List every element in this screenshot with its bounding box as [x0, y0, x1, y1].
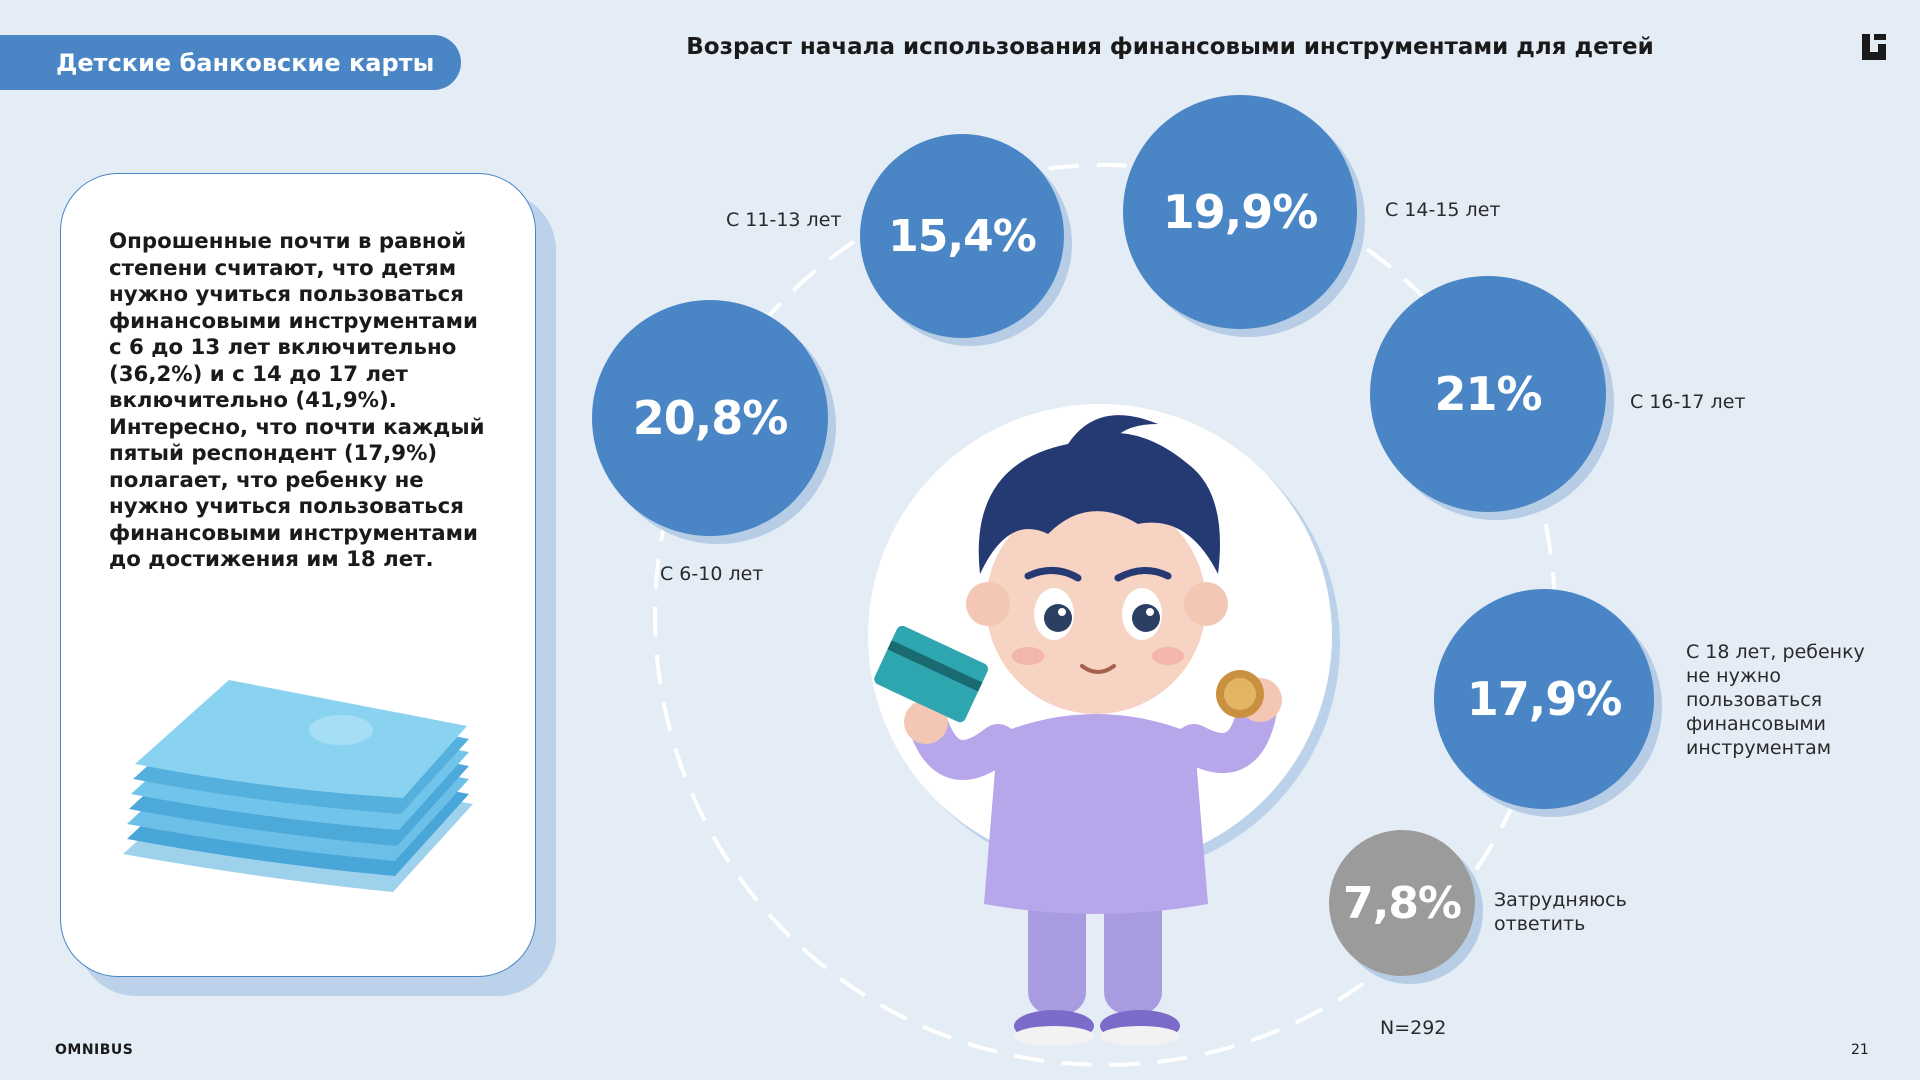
money-stack-illustration — [113, 654, 493, 904]
bubble-value-4: 21% — [1370, 276, 1606, 512]
category-label-2: С 11-13 лет — [726, 209, 842, 231]
chart-title: Возраст начала использования финансовыми… — [686, 34, 1654, 60]
bubble-value-5: 17,9% — [1434, 589, 1654, 809]
sample-size-note: N=292 — [1380, 1017, 1447, 1039]
logo-icon — [1862, 34, 1886, 60]
page-number: 21 — [1851, 1042, 1869, 1058]
bubble-value-2: 15,4% — [860, 134, 1064, 338]
section-tag: Детские банковские карты — [0, 35, 461, 90]
summary-text: Опрошенные почти в равной степени считаю… — [109, 229, 485, 572]
category-label-5: С 18 лет, ребенку не нужно пользоваться … — [1686, 641, 1865, 759]
category-label-1: С 6-10 лет — [660, 563, 764, 585]
category-label-4: С 16-17 лет — [1630, 391, 1746, 413]
bubble-value-3: 19,9% — [1123, 95, 1357, 329]
bubble-value-1: 20,8% — [592, 300, 828, 536]
summary-card: Опрошенные почти в равной степени считаю… — [60, 173, 536, 977]
money-stack-icon — [123, 680, 473, 892]
bubble-value-6: 7,8% — [1329, 830, 1475, 976]
category-label-6: Затрудняюсь ответить — [1494, 889, 1627, 935]
child-illustration — [868, 404, 1340, 1046]
brand-logo-text: OMNIBUS — [55, 1042, 134, 1058]
category-label-3: С 14-15 лет — [1385, 199, 1501, 221]
